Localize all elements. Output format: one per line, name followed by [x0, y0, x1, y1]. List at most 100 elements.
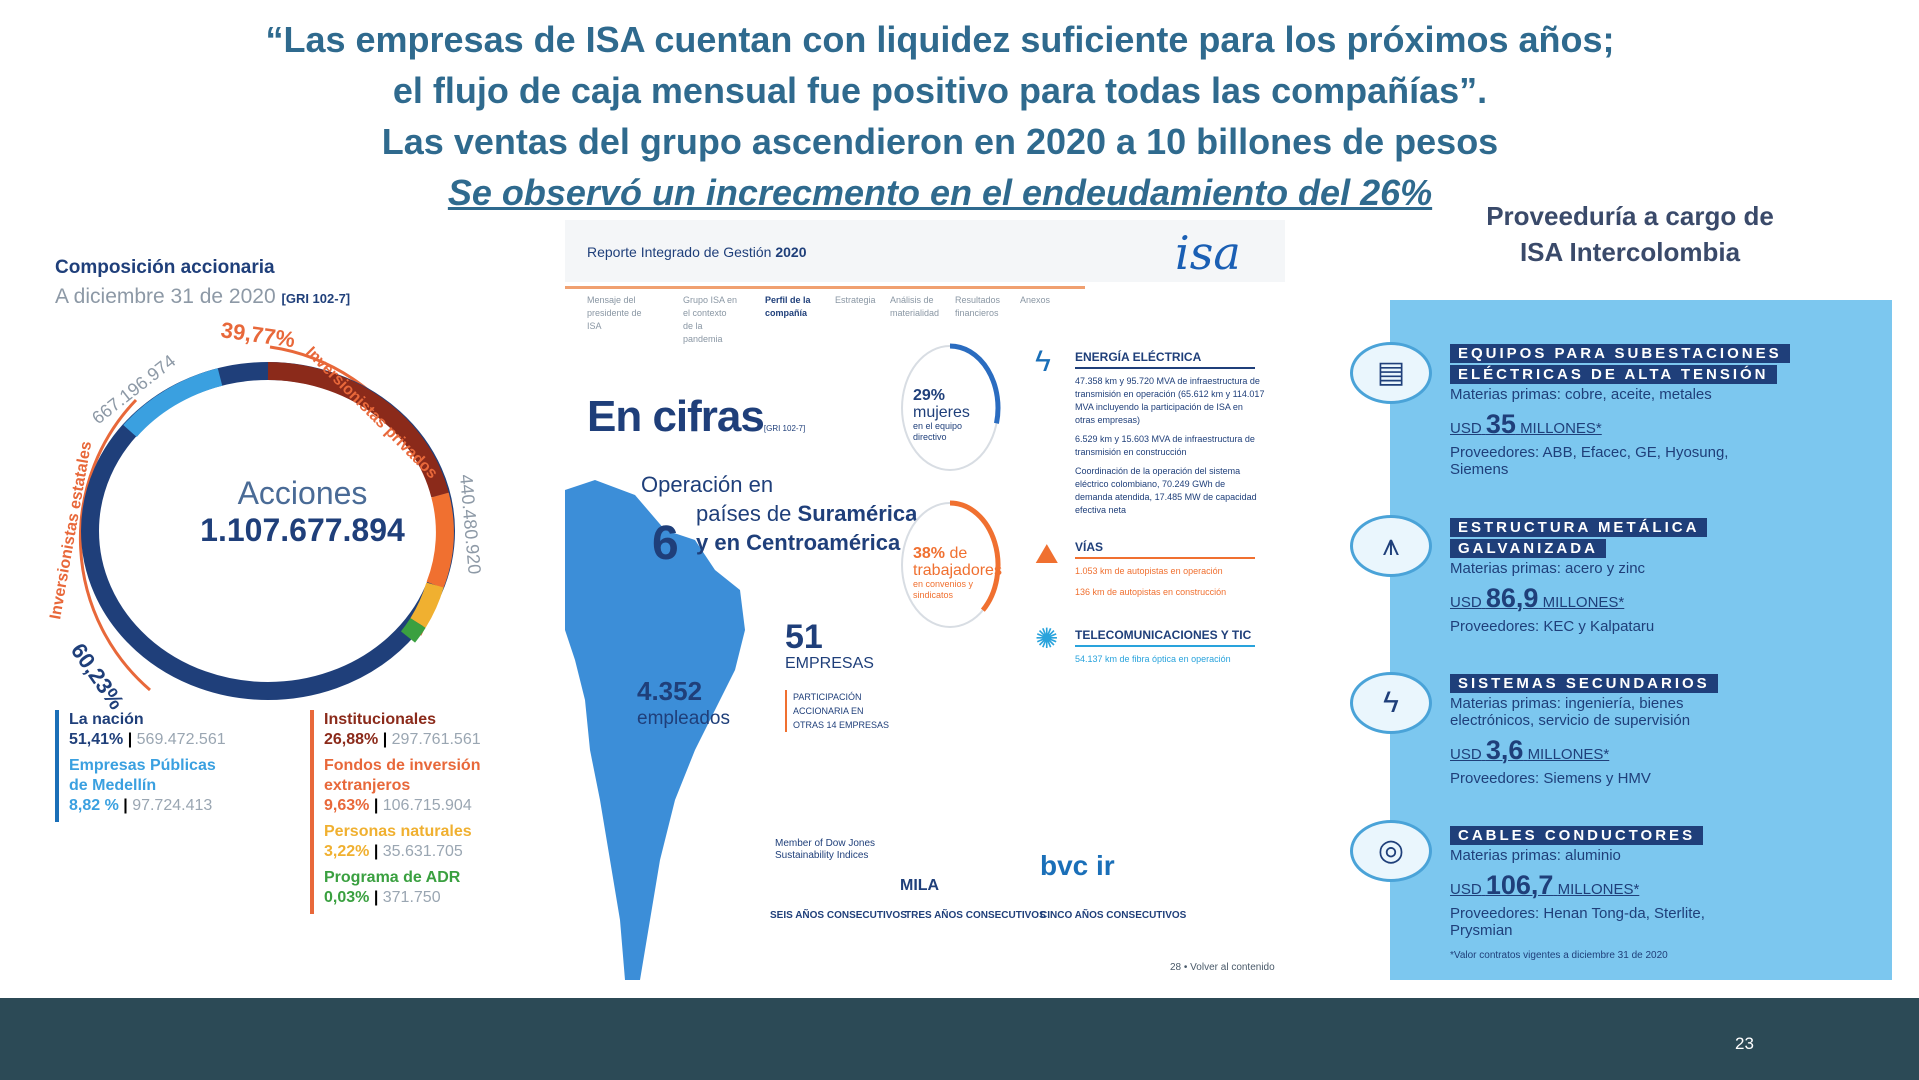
item-head-2: ELÉCTRICAS DE ALTA TENSIÓN [1450, 365, 1777, 384]
item-proveedores: Proveedores: Henan Tong-da, Sterlite, Pr… [1450, 905, 1705, 939]
trab-pct: 38% [913, 545, 946, 562]
empresas-label: EMPRESAS [785, 655, 874, 672]
composicion-subtitle: A diciembre 31 de 2020 [GRI 102-7] [55, 285, 350, 309]
holder-values: 8,82 % | 97.724.413 [69, 797, 213, 814]
paises-number: 6 [652, 517, 679, 570]
trabajadores-ring [901, 500, 1001, 628]
holder-values: 51,41% | 569.472.561 [69, 731, 226, 748]
nav-item-estrategia[interactable]: Estrategia [835, 295, 876, 305]
proveeduria-item-estructura: ESTRUCTURA METÁLICA GALVANIZADA Materias… [1450, 518, 1708, 635]
proveeduria-item-cables: CABLES CONDUCTORES Materias primas: alum… [1450, 826, 1770, 939]
usd-pre: USD [1450, 746, 1482, 763]
nav-item-anexos[interactable]: Anexos [1020, 295, 1051, 305]
item-head: EQUIPOS PARA SUBESTACIONES [1450, 344, 1790, 363]
operacion-line2: y en Centroamérica [696, 530, 901, 555]
usd-pre: USD [1450, 594, 1482, 611]
label-privados-name: Inversionistas privados [302, 344, 440, 482]
telecom-p1: 54.137 km de fibra óptica en operación [1075, 654, 1231, 664]
holder-la-nacion: La nación 51,41% | 569.472.561 [69, 710, 275, 750]
usd-pre: USD [1450, 420, 1482, 437]
composicion-title: Composición accionaria [55, 257, 275, 278]
badge-bvc: CINCO AÑOS CONSECUTIVOS [1040, 910, 1187, 921]
mujeres-ring [901, 343, 1001, 471]
nav-item-mensaje[interactable]: Mensaje del presidente de ISA [587, 295, 642, 331]
energia-p1: 47.358 km y 95.720 MVA de infraestructur… [1075, 376, 1265, 425]
holder-values: 9,63% | 106.715.904 [324, 797, 472, 814]
acciones-label: Acciones [237, 475, 368, 511]
empleados-label: empleados [637, 708, 730, 729]
vias-p1: 1.053 km de autopistas en operación [1075, 566, 1223, 576]
item-materias: Materias primas: cobre, aceite, metales [1450, 386, 1712, 403]
map-shape [565, 480, 745, 980]
item-amount: USD 35 MILLONES* [1450, 409, 1790, 440]
proveeduria-title-line1: Proveeduría a cargo de [1486, 201, 1774, 231]
donut-segment-naturales [410, 582, 444, 628]
trab-label: de trabajadores [913, 545, 1002, 579]
clipboard-icon: ▤ [1350, 342, 1432, 404]
holder-name: Programa de ADR [324, 869, 461, 886]
mujeres-label: mujeres [913, 404, 970, 421]
badge-mila: TRES AÑOS CONSECUTIVOS [905, 910, 1046, 921]
report-year: 2020 [775, 244, 807, 260]
donut-segment-fondos [426, 492, 454, 589]
item-proveedores: Proveedores: KEC y Kalpataru [1450, 618, 1655, 635]
holder-pct: 8,82 % [69, 797, 119, 814]
holder-pct: 0,03% [324, 889, 370, 906]
usd-amount: 86,9 [1485, 583, 1539, 613]
item-head: CABLES CONDUCTORES [1450, 826, 1704, 845]
vias-icon: ⛰ [1035, 538, 1059, 569]
usd-post: MILLONES* [1557, 881, 1640, 898]
proveeduria-title: Proveeduría a cargo de ISA Intercolombia [1460, 198, 1800, 270]
energia-icon: ϟ [1035, 345, 1051, 378]
holder-pct: 51,41% [69, 731, 124, 748]
composicion-gri: [GRI 102-7] [281, 291, 351, 306]
holder-name: Institucionales [324, 711, 437, 728]
label-estatales-pct: 60,23% [66, 639, 129, 714]
holder-num: 35.631.705 [382, 843, 463, 860]
usd-amount: 35 [1485, 409, 1516, 439]
energia-body: 47.358 km y 95.720 MVA de infraestructur… [1075, 375, 1265, 517]
isa-logo: isa [1175, 226, 1241, 280]
item-proveedores: Proveedores: ABB, Efacec, GE, Hyosung, S… [1450, 444, 1729, 478]
paises-region: Suramérica [797, 501, 918, 526]
energia-title: ENERGÍA ELÉCTRICA [1075, 350, 1255, 369]
usd-amount: 3,6 [1485, 735, 1524, 765]
trab-sub: en convenios y sindicatos [913, 579, 974, 600]
headline-line-1: “Las empresas de ISA cuentan con liquide… [265, 19, 1615, 60]
report-header [565, 220, 1285, 282]
proveeduria-item-sistemas: SISTEMAS SECUNDARIOS Materias primas: in… [1450, 674, 1770, 787]
item-amount: USD 106,7 MILLONES* [1450, 870, 1770, 901]
report-title: Reporte Integrado de Gestión 2020 [587, 244, 807, 260]
item-amount: USD 86,9 MILLONES* [1450, 583, 1707, 614]
report-nav-divider [565, 286, 1085, 289]
nav-item-pandemia[interactable]: Grupo ISA en el contexto de la pandemia [683, 295, 738, 344]
proveeduria-item-equipos: EQUIPOS PARA SUBESTACIONES ELÉCTRICAS DE… [1450, 344, 1790, 478]
holder-num: 371.750 [382, 889, 441, 906]
nav-item-materialidad[interactable]: Análisis de materialidad [890, 295, 940, 318]
usd-pre: USD [1450, 881, 1482, 898]
holder-values: 26,88% | 297.761.561 [324, 731, 481, 748]
holder-num: 106.715.904 [382, 797, 472, 814]
holder-name: La nación [69, 711, 144, 728]
operacion-line1: países de Suramérica [641, 499, 917, 528]
report-page-link[interactable]: 28 • Volver al contenido [1170, 962, 1275, 973]
holder-name: Personas naturales [324, 823, 472, 840]
cifras-title: En cifras [587, 392, 765, 441]
holders-left-list: La nación 51,41% | 569.472.561 Empresas … [55, 710, 275, 822]
nav-item-perfil[interactable]: Perfil de la compañía [765, 295, 811, 318]
slide-footer: 23 [0, 998, 1919, 1080]
holder-values: 3,22% | 35.631.705 [324, 843, 463, 860]
proveeduria-note: *Valor contratos vigentes a diciembre 31… [1450, 950, 1668, 961]
composicion-accionaria-panel: Composición accionaria A diciembre 31 de… [40, 245, 545, 945]
holder-epm: Empresas Públicas de Medellín 8,82 % | 9… [69, 756, 275, 816]
nav-item-resultados[interactable]: Resultados financieros [955, 295, 1001, 318]
en-cifras-title: En cifras[GRI 102-7] [587, 392, 805, 442]
holder-name: Empresas Públicas de Medellín [69, 757, 216, 794]
ring-progress [949, 343, 1001, 424]
holder-num: 297.761.561 [391, 731, 481, 748]
empleados-number: 4.352 [637, 676, 703, 706]
proveeduria-panel: ▤ EQUIPOS PARA SUBESTACIONES ELÉCTRICAS … [1315, 300, 1892, 980]
item-amount: USD 3,6 MILLONES* [1450, 735, 1770, 766]
trabajadores-text: 38% de trabajadores en convenios y sindi… [913, 545, 1002, 601]
